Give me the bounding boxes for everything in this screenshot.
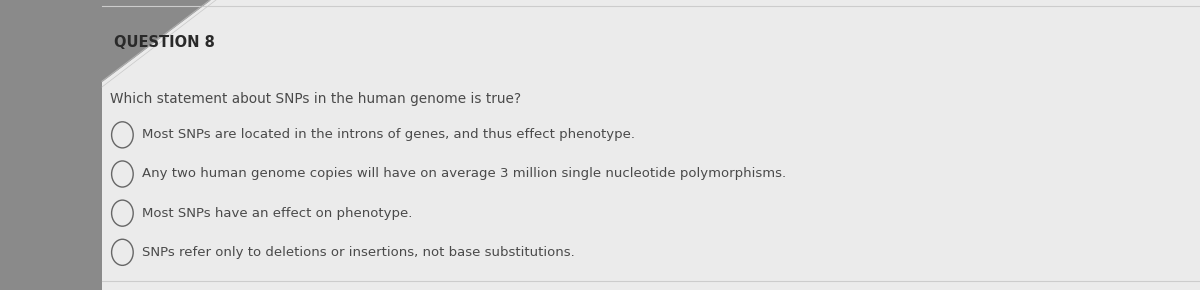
FancyBboxPatch shape [102, 0, 1200, 290]
Text: Which statement about SNPs in the human genome is true?: Which statement about SNPs in the human … [110, 92, 522, 106]
FancyBboxPatch shape [0, 0, 102, 290]
Polygon shape [102, 0, 210, 81]
Text: QUESTION 8: QUESTION 8 [114, 35, 215, 50]
Text: Any two human genome copies will have on average 3 million single nucleotide pol: Any two human genome copies will have on… [142, 168, 786, 180]
Text: Most SNPs are located in the introns of genes, and thus effect phenotype.: Most SNPs are located in the introns of … [142, 128, 635, 141]
Text: SNPs refer only to deletions or insertions, not base substitutions.: SNPs refer only to deletions or insertio… [142, 246, 575, 259]
Text: Most SNPs have an effect on phenotype.: Most SNPs have an effect on phenotype. [142, 207, 412, 220]
